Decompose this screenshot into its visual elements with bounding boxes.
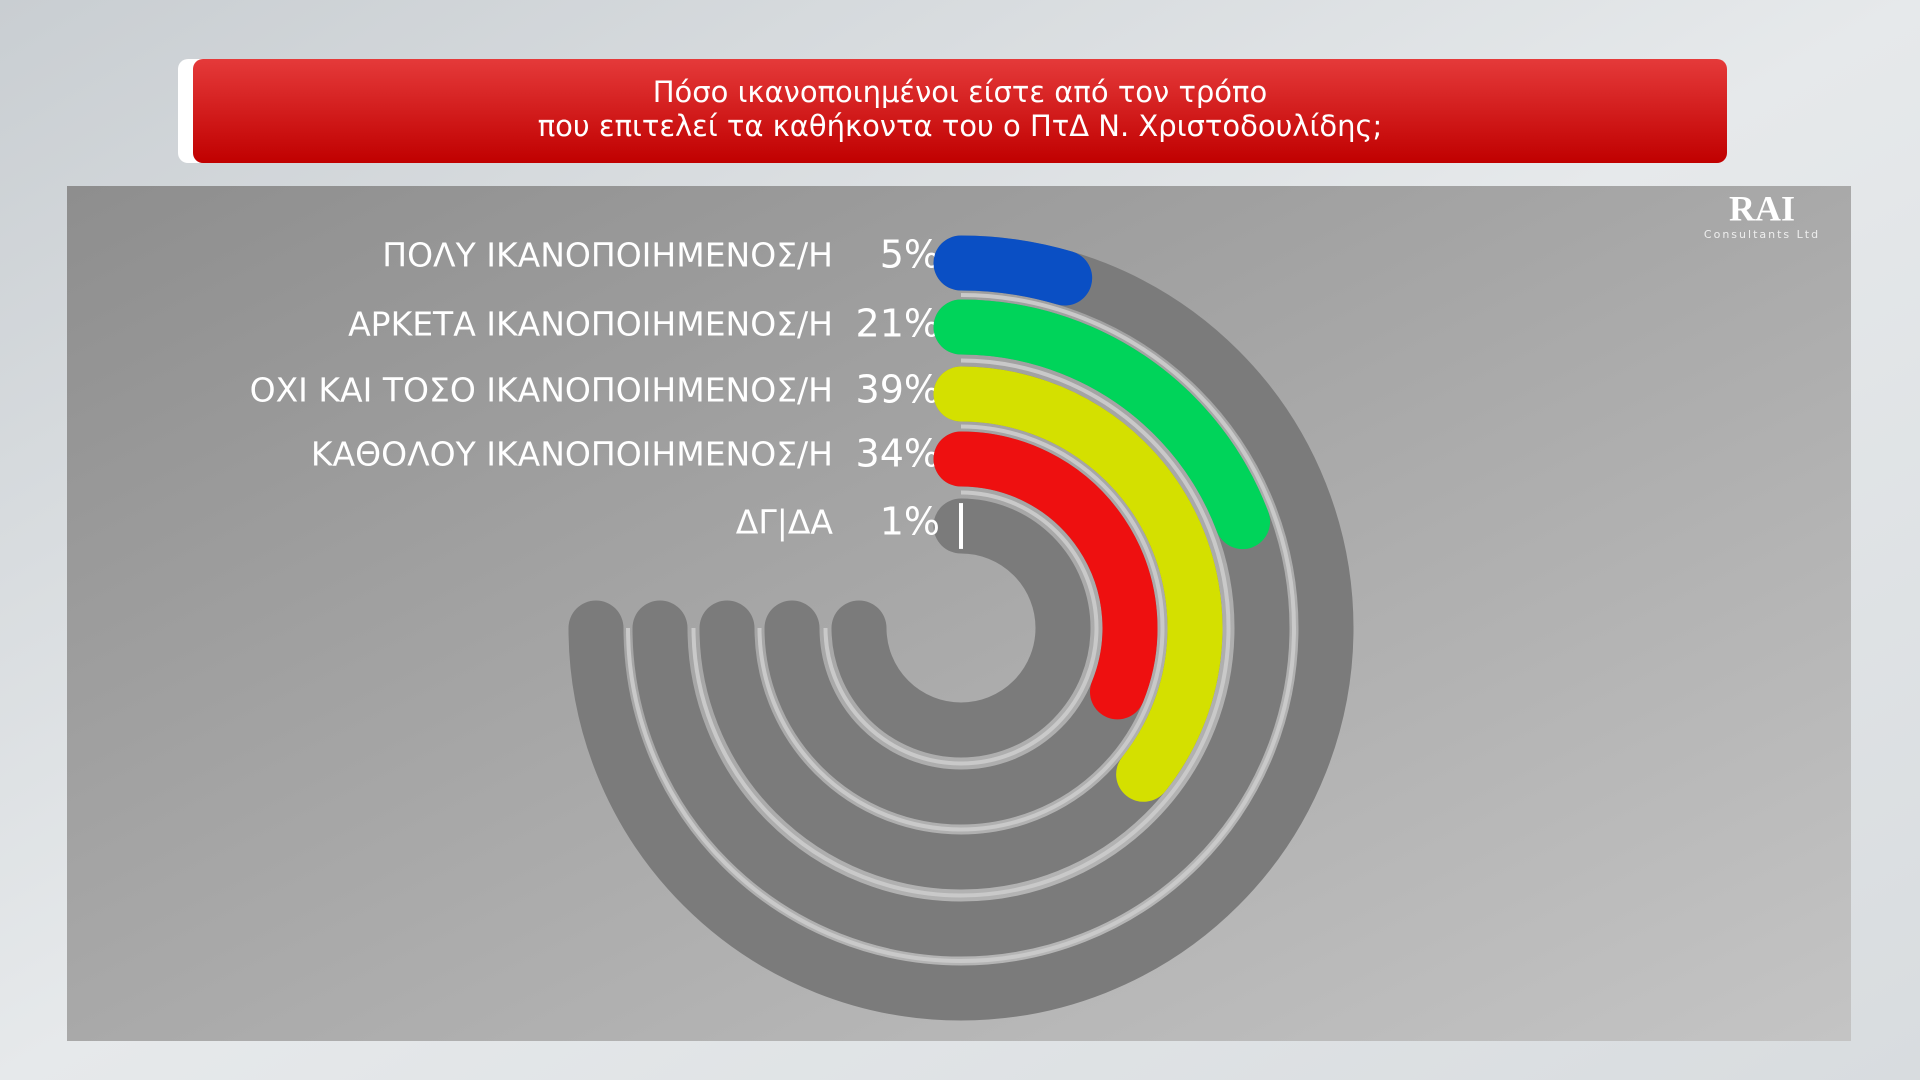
value-label: 39%: [856, 368, 940, 412]
bar: [933, 431, 1158, 720]
category-label: ΑΡΚΕΤΑ ΙΚΑΝΟΠΟΙΗΜΕΝΟΣ/Η: [348, 305, 833, 344]
logo: RAI: [1729, 188, 1795, 228]
track: [831, 498, 1091, 758]
value-label: 5%: [880, 233, 940, 277]
category-label: ΔΓ|ΔΑ: [736, 503, 834, 542]
category-label: ΠΟΛΥ ΙΚΑΝΟΠΟΙΗΜΕΝΟΣ/Η: [382, 236, 833, 275]
value-label: 21%: [856, 302, 940, 346]
bar: [933, 366, 1223, 802]
track-separator: [823, 490, 1099, 766]
track: [568, 235, 1354, 1021]
track-separator: [757, 424, 1165, 832]
title: Πόσο ικανοποιημένοι είστε από τον τρόπο: [653, 75, 1268, 109]
category-label: ΟΧΙ ΚΑΙ ΤΟΣΟ ΙΚΑΝΟΠΟΙΗΜΕΝΟΣ/Η: [250, 371, 833, 410]
track-separator: [691, 358, 1231, 898]
bar: [933, 235, 1093, 306]
category-label: ΚΑΘΟΛΟΥ ΙΚΑΝΟΠΟΙΗΜΕΝΟΣ/Η: [311, 435, 833, 474]
title-bar: [193, 59, 1727, 163]
track-separator: [626, 293, 1296, 963]
logo-sub: Consultants Ltd: [1704, 228, 1820, 241]
value-label: 1%: [880, 500, 940, 544]
bar: [933, 299, 1271, 550]
value-label: 34%: [856, 432, 940, 476]
title: που επιτελεί τα καθήκοντα του ο ΠτΔ Ν. Χ…: [538, 109, 1383, 143]
